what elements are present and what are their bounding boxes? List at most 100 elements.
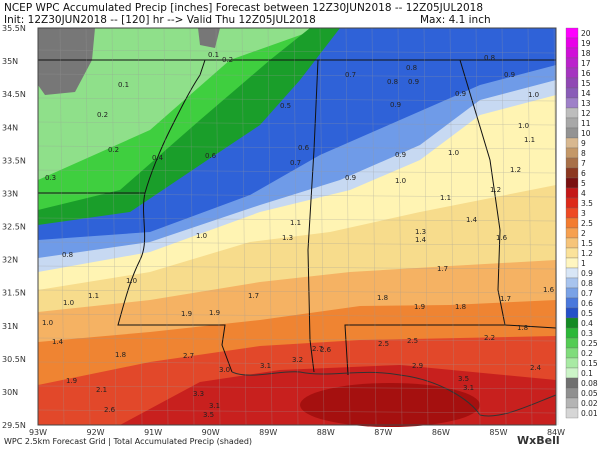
contour-label: 2.2 <box>484 334 495 342</box>
colorbar-label: 5 <box>581 179 586 188</box>
colorbar-swatch <box>565 337 579 349</box>
colorbar-label: 0.7 <box>581 289 593 298</box>
contour-label: 3.3 <box>193 390 204 398</box>
contour-label: 1.0 <box>42 319 53 327</box>
colorbar-swatch <box>565 167 579 179</box>
colorbar-swatch <box>565 57 579 69</box>
contour-label: 1.8 <box>517 324 528 332</box>
contour-label: 2.5 <box>378 340 389 348</box>
contour-label: 0.9 <box>395 151 406 159</box>
contour-label: 0.2 <box>108 146 119 154</box>
contour-label: 1.0 <box>63 299 74 307</box>
contour-label: 0.7 <box>290 159 301 167</box>
colorbar-label: 0.2 <box>581 349 593 358</box>
contour-label: 3.5 <box>458 375 469 383</box>
county-line <box>423 27 429 426</box>
colorbar-label: 0.25 <box>581 339 598 348</box>
colorbar-swatch <box>565 397 579 409</box>
contour-label: 1.8 <box>115 351 126 359</box>
contour-label: 1.6 <box>496 234 508 242</box>
colorbar-label: 12 <box>581 109 591 118</box>
colorbar-swatch <box>565 327 579 339</box>
colorbar-swatch <box>565 47 579 59</box>
county-line <box>111 27 117 426</box>
contour-label: 1.1 <box>524 136 535 144</box>
contour-label: 2.4 <box>530 364 542 372</box>
contour-label: 1.1 <box>290 219 301 227</box>
county-line <box>137 27 143 426</box>
county-line <box>501 27 507 426</box>
lat-label: 33.5N <box>2 156 26 165</box>
county-grid <box>37 27 559 426</box>
precip-field <box>38 28 556 427</box>
county-line <box>37 337 557 342</box>
contour-label: 1.0 <box>528 91 539 99</box>
colorbar-swatch <box>565 357 579 369</box>
borders <box>38 59 557 417</box>
colorbar-label: 0.15 <box>581 359 598 368</box>
contour-label: 1.9 <box>414 303 425 311</box>
contour-label: 1.2 <box>510 166 521 174</box>
contour-labels: 0.10.20.10.20.20.30.40.50.60.60.70.70.80… <box>42 51 555 419</box>
colorbar-swatch <box>565 347 579 359</box>
lat-label: 29.5N <box>2 421 26 430</box>
county-line <box>475 27 481 426</box>
contour-label: 1.3 <box>282 234 293 242</box>
contour-label: 0.3 <box>45 174 56 182</box>
lat-label: 35.5N <box>2 24 26 33</box>
county-line <box>37 289 557 294</box>
county-line <box>37 217 557 222</box>
contour-label: 1.7 <box>500 295 511 303</box>
colorbar-label: 1.2 <box>581 249 593 258</box>
colorbar-swatch <box>565 237 579 249</box>
county-line <box>527 27 533 426</box>
colorbar-label: 10 <box>581 129 591 138</box>
county-line <box>241 27 247 426</box>
contour-label: 1.0 <box>395 177 406 185</box>
band <box>198 28 220 48</box>
county-line <box>37 73 557 78</box>
lat-label: 30.5N <box>2 355 26 364</box>
lon-label: 93W <box>29 428 47 437</box>
contour-label: 1.7 <box>437 265 448 273</box>
contour-label: 0.9 <box>345 174 356 182</box>
contour-label: 0.2 <box>97 111 108 119</box>
county-line <box>397 27 403 426</box>
contour-label: 1.0 <box>196 232 207 240</box>
county-line <box>37 145 557 150</box>
contour-label: 2.7 <box>183 352 194 360</box>
colorbar-label: 3 <box>581 209 586 218</box>
colorbar-swatch <box>565 307 579 319</box>
header-init: Init: 12Z30JUN2018 -- [120] hr --> Valid… <box>4 14 316 26</box>
contour-label: 3.0 <box>219 366 230 374</box>
footer-source: WPC 2.5km Forecast Grid | Total Accumula… <box>4 437 252 446</box>
colorbar-swatch <box>565 97 579 109</box>
county-line <box>37 313 557 318</box>
contour-label: 1.6 <box>543 286 555 294</box>
contour-label: 0.9 <box>504 71 515 79</box>
colorbar-swatch <box>565 107 579 119</box>
colorbar-swatch <box>565 267 579 279</box>
contour-label: 2.6 <box>320 346 332 354</box>
contour-label: 1.9 <box>66 377 77 385</box>
county-line <box>189 27 195 426</box>
colorbar-label: 19 <box>581 39 591 48</box>
contour-label: 1.7 <box>248 292 259 300</box>
county-line <box>37 265 557 270</box>
band <box>300 383 480 427</box>
contour-label: 1.8 <box>377 294 388 302</box>
contour-label: 2.5 <box>407 337 418 345</box>
colorbar-label: 13 <box>581 99 591 108</box>
contour-label: 2.1 <box>96 386 107 394</box>
contour-label: 1.9 <box>181 310 192 318</box>
colorbar-swatch <box>565 387 579 399</box>
lon-label: 92W <box>87 428 105 437</box>
colorbar: 20191817161514131211109876543.532.521.51… <box>565 27 598 419</box>
contour-label: 1.4 <box>415 236 427 244</box>
lon-label: 86W <box>432 428 450 437</box>
contour-label: 2.9 <box>412 362 423 370</box>
colorbar-label: 0.02 <box>581 399 598 408</box>
colorbar-label: 18 <box>581 49 591 58</box>
contour-label: 0.8 <box>406 64 417 72</box>
